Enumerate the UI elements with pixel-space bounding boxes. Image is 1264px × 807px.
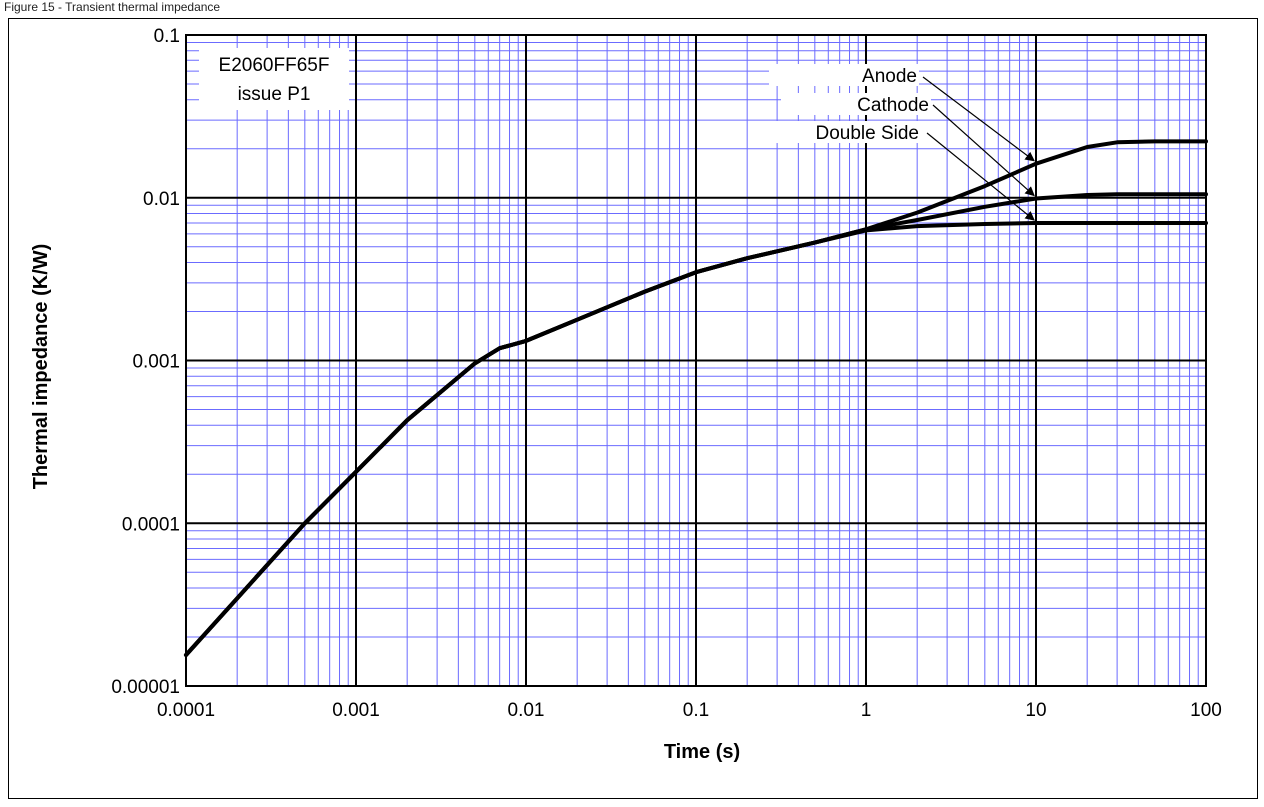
y-tick-label: 0.001 bbox=[132, 352, 180, 373]
y-tick-label: 0.01 bbox=[143, 189, 180, 210]
x-tick-label: 0.1 bbox=[683, 700, 709, 721]
series-label-bg bbox=[781, 93, 931, 115]
y-tick-label: 0.0001 bbox=[122, 514, 180, 535]
series-label-leader bbox=[926, 132, 1035, 221]
chart: 0.0001 0.001 0.01 0.1 1 10 1000.000010.00010.0… bbox=[30, 26, 1222, 763]
series-label-leader bbox=[932, 104, 1035, 197]
y-tick-label: 0.1 bbox=[154, 26, 180, 47]
x-tick-label: 0.01 bbox=[508, 700, 545, 721]
series-label-leader bbox=[922, 76, 1035, 162]
x-tick-label: 100 bbox=[1190, 700, 1222, 721]
chart-frame: 0.0001 0.001 0.01 0.1 1 10 100 0.00001 0.0001 0.0… bbox=[8, 18, 1258, 799]
series-label: Cathode bbox=[857, 95, 929, 116]
series-label: Anode bbox=[862, 66, 917, 87]
series-label: Double Side bbox=[815, 123, 919, 144]
series-line-double-side bbox=[184, 221, 1208, 657]
series-curves bbox=[184, 139, 1208, 657]
series-label-bg bbox=[771, 121, 921, 143]
x-axis-label: Time (s) bbox=[664, 741, 740, 763]
annotation-box bbox=[199, 48, 349, 110]
annotation-text: issue P1 bbox=[238, 84, 311, 105]
grid-lines bbox=[185, 34, 1207, 687]
x-tick-label: 0.001 bbox=[332, 700, 380, 721]
annotation-text: E2060FF65F bbox=[219, 55, 330, 76]
series-label-bg bbox=[769, 64, 919, 86]
y-tick-label: 0.00001 bbox=[111, 677, 180, 698]
x-tick-label: 0.0001 bbox=[157, 700, 215, 721]
figure-caption: Figure 15 - Transient thermal impedance bbox=[4, 0, 221, 14]
x-tick-label: 1 bbox=[861, 700, 872, 721]
y-axis-label: Thermal impedance (K/W) bbox=[30, 244, 52, 490]
x-tick-label: 10 bbox=[1025, 700, 1046, 721]
plot-area-border bbox=[185, 34, 1207, 687]
